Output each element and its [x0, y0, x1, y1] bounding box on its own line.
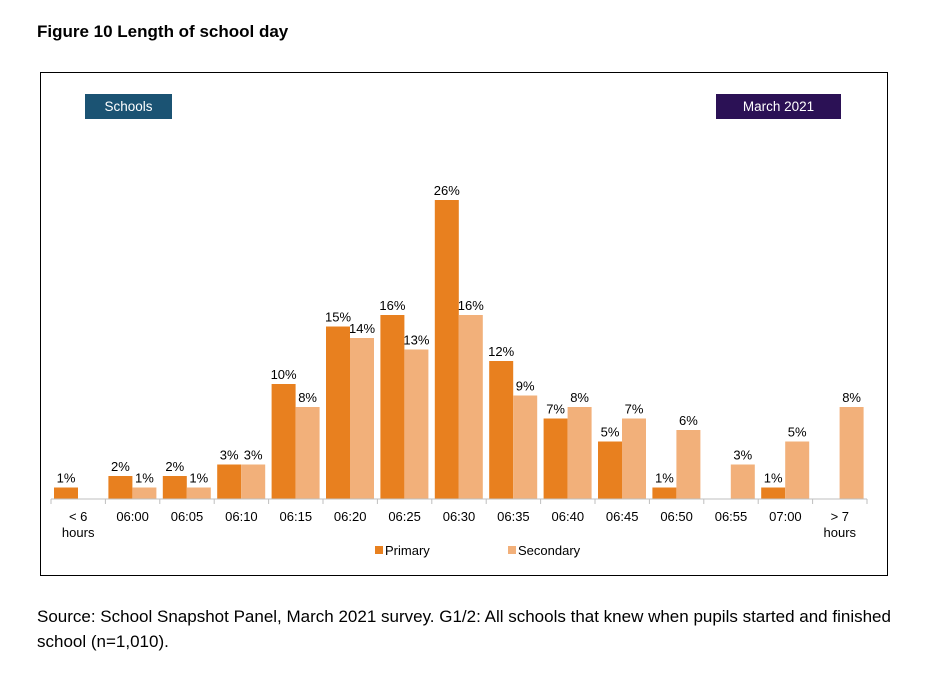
- bar-primary-9: [543, 418, 568, 499]
- data-label-secondary-7: 16%: [458, 298, 484, 313]
- data-label-primary-0: 1%: [57, 471, 76, 486]
- legend-swatch-primary: [375, 546, 383, 554]
- bar-secondary-13: [785, 441, 810, 499]
- data-label-secondary-3: 3%: [244, 448, 263, 463]
- schools-badge: Schools: [85, 94, 172, 119]
- x-tick-label-9: 06:40: [552, 509, 585, 524]
- bar-secondary-4: [295, 407, 320, 499]
- legend-label-secondary: Secondary: [518, 543, 581, 558]
- data-label-primary-3: 3%: [220, 448, 239, 463]
- x-tick-label-12: 06:55: [715, 509, 748, 524]
- x-tick-label-5: 06:20: [334, 509, 367, 524]
- bar-secondary-10: [622, 418, 646, 499]
- data-label-secondary-5: 14%: [349, 321, 375, 336]
- chart-frame: Schools March 2021 1% 2% 2% 3% 10% 15% 16% 26% 1…: [40, 72, 888, 576]
- bar-secondary-14: [839, 407, 864, 499]
- x-tick-label-2: 06:05: [171, 509, 204, 524]
- bar-secondary-3: [241, 464, 266, 499]
- data-label-secondary-10: 7%: [625, 402, 644, 417]
- bar-secondary-12: [730, 464, 755, 499]
- bar-secondary-7: [458, 315, 483, 499]
- data-label-secondary-1: 1%: [135, 471, 154, 486]
- data-label-secondary-8: 9%: [516, 379, 535, 394]
- figure-title: Figure 10 Length of school day: [37, 22, 289, 41]
- data-label-primary-11: 1%: [655, 471, 674, 486]
- bar-secondary-2: [186, 487, 211, 499]
- data-label-secondary-2: 1%: [189, 471, 208, 486]
- x-tick-label-8: 06:35: [497, 509, 530, 524]
- x-tick-label-3: 06:10: [225, 509, 258, 524]
- data-label-primary-5: 15%: [325, 310, 351, 325]
- data-label-primary-10: 5%: [601, 425, 620, 440]
- x-tick-label-4: 06:15: [280, 509, 313, 524]
- bar-primary-7: [434, 200, 459, 499]
- x-tick-label-6: 06:25: [388, 509, 421, 524]
- bar-primary-2: [162, 476, 187, 499]
- source-note: Source: School Snapshot Panel, March 202…: [37, 607, 891, 651]
- bar-chart: 1% 2% 2% 3% 10% 15% 16% 26% 12% 7% 5% 1% 1% 1% 1% 3% 8% 1…: [50, 183, 868, 558]
- x-tick-label-0: < 6 hours: [62, 509, 95, 540]
- data-label-primary-7: 26%: [434, 183, 460, 198]
- legend-swatch-secondary: [508, 546, 516, 554]
- bar-primary-11: [652, 487, 677, 499]
- x-tick-label-13: 07:00: [769, 509, 802, 524]
- x-tick-label-11: 06:50: [660, 509, 693, 524]
- data-label-secondary-14: 8%: [842, 390, 861, 405]
- bar-primary-4: [271, 384, 296, 499]
- bar-primary-10: [598, 441, 622, 499]
- x-tick-label-14: > 7 hours: [824, 509, 857, 540]
- bar-primary-3: [217, 464, 242, 499]
- bar-secondary-11: [676, 430, 701, 499]
- bar-secondary-6: [404, 349, 429, 499]
- bar-secondary-8: [513, 395, 538, 499]
- x-tick-label-7: 06:30: [443, 509, 476, 524]
- bar-primary-13: [761, 487, 786, 499]
- data-label-primary-1: 2%: [111, 459, 130, 474]
- data-label-secondary-6: 13%: [403, 333, 429, 348]
- bar-primary-1: [108, 476, 133, 499]
- data-label-secondary-12: 3%: [733, 448, 752, 463]
- bar-primary-0: [54, 487, 78, 499]
- date-badge: March 2021: [716, 94, 841, 119]
- data-label-primary-6: 16%: [379, 298, 405, 313]
- x-tick-label-1: 06:00: [116, 509, 149, 524]
- x-tick-label-10: 06:45: [606, 509, 639, 524]
- bar-primary-8: [489, 361, 514, 499]
- bar-primary-6: [380, 315, 405, 499]
- data-label-secondary-4: 8%: [298, 390, 317, 405]
- data-label-secondary-13: 5%: [788, 425, 807, 440]
- data-label-primary-4: 10%: [271, 367, 297, 382]
- bar-secondary-1: [132, 487, 157, 499]
- legend-label-primary: Primary: [385, 543, 430, 558]
- data-label-secondary-9: 8%: [570, 390, 589, 405]
- bar-secondary-5: [350, 338, 374, 499]
- data-label-secondary-11: 6%: [679, 413, 698, 428]
- data-label-primary-9: 7%: [546, 402, 565, 417]
- bar-primary-5: [326, 326, 350, 499]
- data-label-primary-13: 1%: [764, 471, 783, 486]
- data-label-primary-8: 12%: [488, 344, 514, 359]
- data-label-primary-2: 2%: [165, 459, 184, 474]
- bar-secondary-9: [567, 407, 592, 499]
